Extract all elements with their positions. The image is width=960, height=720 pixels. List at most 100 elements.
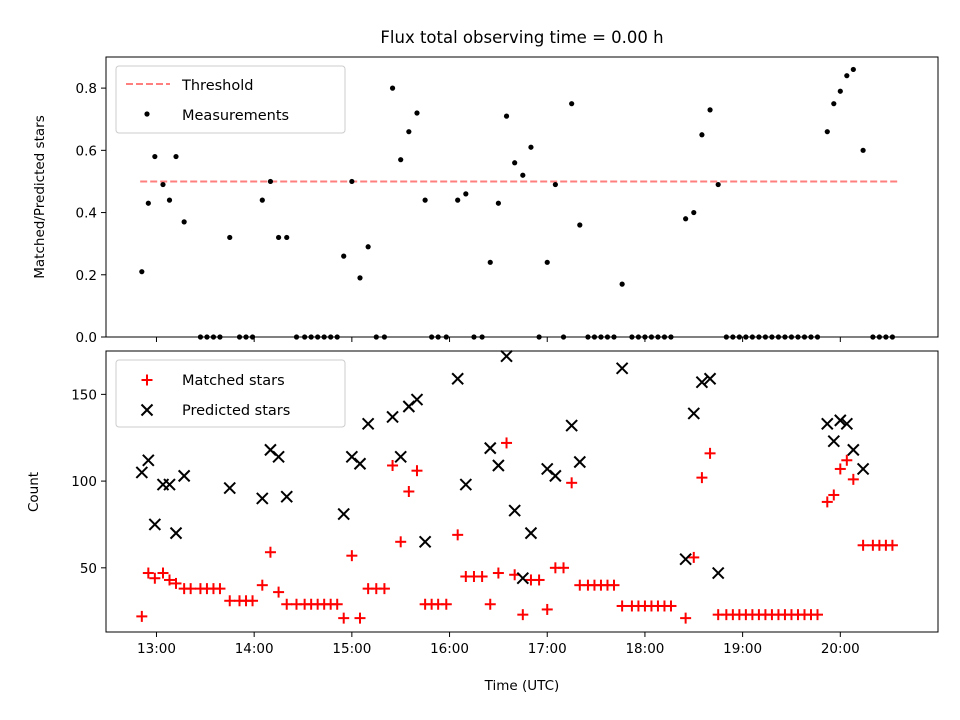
predicted-stars-point [353, 457, 367, 470]
matched-stars-point [136, 610, 148, 622]
measurement-point [152, 153, 158, 160]
matched-stars-point [163, 574, 175, 586]
predicted-stars-point [827, 434, 841, 448]
top-panel: Flux total observing time = 0.00 h Match… [32, 28, 939, 346]
matched-stars-point [541, 603, 553, 615]
predicted-stars-point [856, 462, 870, 476]
x-tick-label: 18:00 [625, 641, 664, 657]
matched-stars-point [185, 583, 197, 595]
predicted-stars-point [679, 552, 692, 566]
predicted-stars-point [573, 455, 587, 469]
measurement-point [414, 110, 420, 116]
legend-matched-swatch [141, 374, 153, 386]
predicted-stars-point [148, 518, 162, 531]
predicted-stars-point [386, 410, 399, 424]
measurement-point [422, 197, 428, 203]
predicted-stars-point [394, 450, 407, 464]
matched-stars-point [224, 595, 236, 607]
predicted-stars-point [615, 362, 629, 375]
y-tick-label: 0.4 [76, 206, 97, 222]
measurement-point [520, 172, 526, 178]
matched-stars-point [566, 477, 578, 489]
measurement-point [463, 191, 469, 197]
legend-predicted-label: Predicted stars [182, 403, 290, 419]
matched-stars-point [828, 489, 840, 501]
chart-title: Flux total observing time = 0.00 h [380, 28, 663, 47]
matched-stars-point [558, 562, 570, 574]
matched-stars-point [170, 577, 182, 589]
predicted-stars-point [177, 469, 191, 483]
matched-stars-point [680, 612, 692, 624]
matched-stars-point [608, 579, 620, 591]
matched-stars-point [812, 609, 824, 621]
matched-stars-point [886, 539, 898, 551]
y-tick-label: 0.6 [76, 143, 97, 159]
predicted-stars-point [492, 459, 505, 472]
legend-measurements-label: Measurements [182, 108, 289, 124]
matched-stars-point [157, 567, 169, 579]
top-legend-box [115, 65, 346, 134]
matched-stars-point [273, 586, 285, 598]
matched-stars-point [492, 567, 504, 579]
x-tick-label: 17:00 [528, 641, 567, 657]
predicted-stars-point [711, 566, 725, 580]
predicted-stars-point [484, 441, 497, 455]
x-axis-label: Time (UTC) [484, 678, 560, 694]
predicted-stars-point [280, 490, 293, 503]
measurement-point [569, 101, 575, 107]
y-tick-label: 0.0 [76, 330, 97, 346]
measurement-point [160, 181, 166, 188]
predicted-stars-point [361, 417, 375, 431]
matched-stars-point [834, 463, 846, 475]
matched-stars-point [665, 600, 677, 612]
measurement-point [577, 222, 583, 228]
matched-stars-point [338, 612, 350, 624]
measurement-point [389, 85, 396, 91]
top-axis-ticks: 0.0 0.2 0.4 0.6 0.8 [76, 81, 841, 346]
bottom-plot-marks [135, 349, 898, 624]
x-tick-label: 15:00 [332, 641, 371, 657]
matched-stars-point [247, 595, 259, 607]
measurement-point [227, 234, 233, 241]
matched-stars-point [517, 609, 529, 621]
matched-stars-point [256, 579, 268, 591]
predicted-stars-point [163, 478, 176, 491]
predicted-stars-point [410, 393, 424, 406]
measurement-point [487, 259, 493, 265]
legend-matched-label: Matched stars [182, 373, 285, 389]
matched-stars-point [403, 486, 415, 497]
legend-predicted-swatch [140, 403, 154, 417]
predicted-stars-point [418, 535, 432, 549]
predicted-stars-point [516, 572, 530, 585]
measurement-point [259, 197, 265, 203]
predicted-stars-point [142, 454, 155, 467]
measurement-point [495, 200, 501, 206]
matched-stars-point [281, 598, 293, 610]
measurement-point [341, 253, 347, 259]
measurement-point [683, 216, 689, 222]
measurement-point [455, 197, 461, 203]
predicted-stars-point [135, 466, 149, 479]
predicted-stars-point [834, 414, 847, 427]
matched-stars-point [501, 437, 513, 449]
measurement-point [824, 129, 830, 135]
measurement-point [181, 219, 187, 225]
matched-stars-point [440, 598, 452, 610]
y-tick-label: 0.2 [76, 268, 97, 284]
matched-stars-point [264, 546, 276, 558]
matched-stars-point [476, 570, 488, 582]
predicted-stars-point [549, 469, 562, 483]
matched-stars-point [821, 496, 833, 508]
predicted-stars-point [840, 417, 854, 431]
measurement-point [619, 281, 625, 287]
measurement-point [173, 153, 179, 160]
bottom-legend-box [115, 359, 346, 428]
measurement-point [275, 234, 282, 241]
y-tick-label: 0.8 [76, 81, 97, 97]
matched-stars-point [214, 583, 226, 595]
predicted-stars-point [695, 376, 709, 389]
predicted-stars-point [847, 443, 860, 457]
measurement-point [406, 129, 412, 135]
predicted-stars-point [565, 419, 578, 432]
measurement-point [691, 209, 697, 216]
